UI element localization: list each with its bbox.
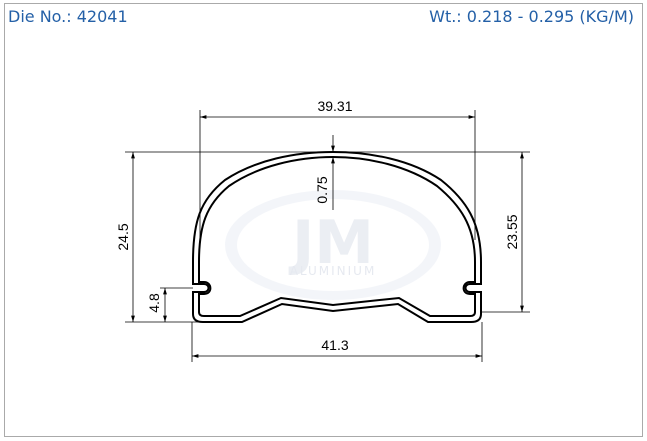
die-number: Die No.: 42041 (8, 7, 128, 26)
logo: JM (288, 208, 374, 278)
logo-name: ALUMINIUM (290, 264, 377, 278)
profile (192, 150, 482, 323)
bottom-width: 41.3 (321, 337, 348, 353)
frame (4, 3, 643, 437)
dimension-lines (125, 110, 530, 362)
slot-height: 4.8 (146, 293, 162, 313)
wall-thickness: 0.75 (314, 176, 330, 203)
watermark: JM ALUMINIUM (225, 190, 441, 300)
left-height: 24.5 (115, 223, 131, 250)
top-width: 39.31 (317, 98, 352, 114)
weight: Wt.: 0.218 - 0.295 (KG/M) (429, 7, 634, 26)
right-height: 23.55 (504, 214, 520, 249)
